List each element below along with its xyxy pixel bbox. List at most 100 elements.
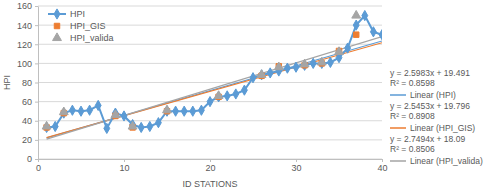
marker — [345, 43, 351, 53]
marker — [224, 91, 230, 101]
marker — [181, 106, 187, 116]
y-tick-label: 140 — [17, 21, 32, 31]
legend-label: HPI — [70, 9, 85, 19]
marker — [284, 63, 290, 73]
marker — [233, 89, 239, 99]
chart: 0 20 40 60 80 100 120 140 160 0 10 20 30 40 ID STATION… — [0, 0, 500, 191]
y-tick-label: 20 — [22, 135, 32, 145]
plot-area — [42, 10, 382, 139]
marker — [78, 106, 84, 116]
marker — [59, 107, 68, 115]
series-2 — [42, 10, 360, 129]
trendline-legend: y = 2.5983x + 19.491R² = 0.8598 Linear (H… — [390, 68, 483, 166]
y-tick-mark — [35, 63, 38, 64]
y-tick-mark — [35, 25, 38, 26]
marker — [214, 91, 223, 99]
marker — [173, 106, 179, 116]
x-axis-title: ID STATIONS — [182, 179, 237, 189]
y-tick: 140 — [17, 21, 38, 31]
marker — [257, 70, 266, 78]
marker — [267, 68, 273, 78]
x-tick: 0 — [36, 159, 41, 173]
trendline-equation: y = 2.7494x + 18.09 — [390, 134, 465, 144]
x-tick-label: 0 — [36, 163, 41, 173]
x-tick-mark — [296, 159, 297, 162]
y-tick: 20 — [22, 135, 38, 145]
y-tick-mark — [35, 121, 38, 122]
legend-marker — [53, 33, 62, 41]
y-tick: 60 — [22, 97, 38, 107]
marker — [300, 59, 309, 67]
y-tick: 40 — [22, 116, 38, 126]
marker — [310, 58, 316, 68]
marker — [95, 100, 101, 110]
trendline-r-squared: R² = 0.8598 — [390, 78, 435, 88]
legend-label: Linear (HPI_valida) — [410, 156, 483, 166]
x-tick: 20 — [205, 159, 215, 173]
y-axis: 0 20 40 60 80 100 120 140 160 — [17, 1, 39, 164]
x-tick-label: 20 — [205, 163, 215, 173]
grid-line — [38, 44, 382, 45]
marker — [274, 62, 283, 70]
marker — [207, 97, 213, 107]
marker — [111, 110, 120, 118]
y-tick: 100 — [17, 59, 38, 69]
legend-marker — [54, 23, 59, 28]
trendline-r-squared: R² = 0.8506 — [390, 144, 435, 154]
marker — [379, 30, 382, 40]
y-tick-mark — [35, 44, 38, 45]
x-tick-mark — [124, 159, 125, 162]
x-tick-mark — [210, 159, 211, 162]
marker — [138, 122, 144, 132]
trendline-equation: y = 2.5983x + 19.491 — [390, 68, 470, 78]
y-tick: 160 — [17, 1, 38, 11]
grid-line — [38, 6, 382, 7]
marker — [293, 62, 299, 72]
trendline-r-squared: R² = 0.8908 — [390, 111, 435, 121]
y-tick: 80 — [22, 78, 38, 88]
x-tick: 40 — [377, 159, 387, 173]
x-tick: 10 — [119, 159, 129, 173]
marker — [335, 47, 344, 55]
y-axis-line — [38, 7, 39, 160]
marker — [128, 121, 137, 129]
x-tick-mark — [38, 159, 39, 162]
x-tick: 30 — [291, 159, 301, 173]
marker — [353, 32, 358, 37]
y-tick-label: 0 — [27, 154, 32, 164]
marker — [163, 105, 172, 113]
legend-label: HPI_GIS — [70, 21, 106, 31]
marker — [147, 121, 153, 131]
x-tick-label: 30 — [291, 163, 301, 173]
y-tick-mark — [35, 83, 38, 84]
legend-line — [390, 94, 406, 96]
legend-label: Linear (HPI) — [410, 90, 456, 100]
marker — [155, 118, 161, 128]
legend-label: HPI_valida — [70, 33, 114, 43]
y-tick-mark — [35, 102, 38, 103]
marker — [250, 73, 256, 83]
series-1 — [44, 32, 359, 130]
y-tick-mark — [35, 140, 38, 141]
grid — [38, 6, 382, 159]
legend: HPI HPI_GIS HPI_valida — [48, 9, 114, 43]
marker — [317, 57, 326, 65]
grid-line — [38, 139, 382, 140]
legend-marker — [54, 9, 60, 19]
marker — [353, 20, 359, 30]
legend-line — [390, 160, 406, 162]
grid-line — [38, 82, 382, 83]
x-tick-label: 40 — [377, 163, 387, 173]
legend-line — [390, 127, 406, 129]
marker — [241, 85, 247, 95]
marker — [69, 105, 75, 115]
marker — [352, 10, 361, 18]
y-tick: 120 — [17, 40, 38, 50]
series-5 — [47, 37, 382, 140]
marker — [327, 57, 333, 67]
marker — [52, 121, 58, 131]
y-tick-label: 40 — [22, 116, 32, 126]
x-axis: 0 10 20 30 40 — [36, 159, 388, 173]
marker — [104, 123, 110, 133]
marker — [370, 27, 376, 37]
